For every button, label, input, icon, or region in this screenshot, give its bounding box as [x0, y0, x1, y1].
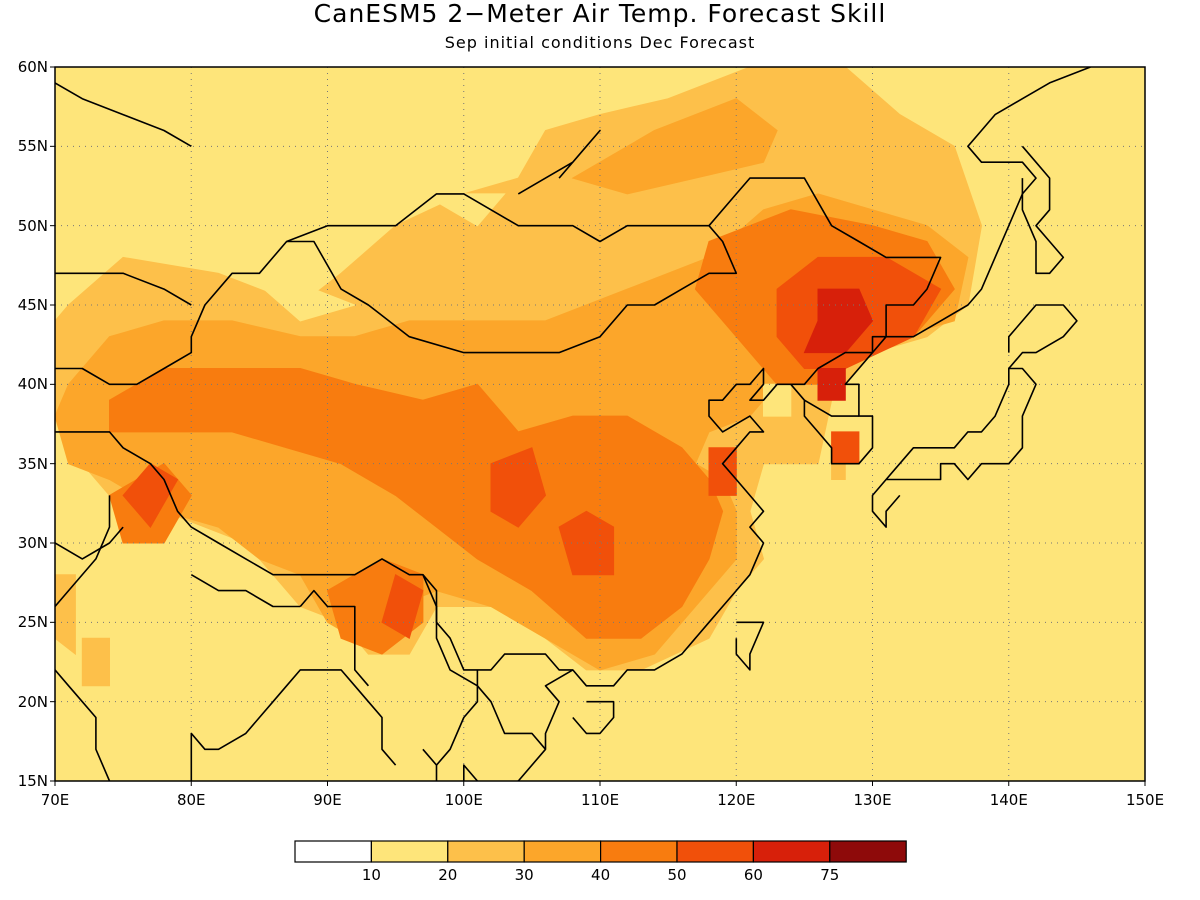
skill-region-2	[55, 574, 76, 656]
colorbar-swatch	[829, 840, 907, 863]
country-border	[55, 526, 124, 560]
coastline	[462, 764, 479, 781]
skill-region-15	[708, 447, 737, 496]
x-tick-label: 100E	[444, 791, 483, 809]
coastline	[55, 669, 111, 781]
colorbar-tick-label: 50	[667, 866, 687, 884]
skill-region-18	[817, 368, 846, 401]
skill-region-5	[571, 98, 778, 195]
skill-shading-layer	[55, 67, 1145, 781]
colorbar	[294, 840, 907, 863]
skill-region-10	[490, 447, 547, 528]
coastline-border-layer	[55, 67, 1091, 781]
skill-region-16	[831, 431, 860, 465]
y-tick-label: 30N	[17, 534, 48, 552]
colorbar-swatch	[523, 840, 602, 863]
colorbar-tick-label: 10	[361, 866, 381, 884]
colorbar-tick-label: 60	[743, 866, 763, 884]
coastline	[55, 82, 192, 147]
country-border	[516, 780, 520, 781]
axis-ticks	[50, 66, 1146, 786]
colorbar-swatch	[599, 840, 678, 863]
skill-region-3	[81, 637, 110, 687]
country-border	[286, 193, 709, 243]
country-border	[803, 399, 859, 417]
coastline	[517, 67, 1091, 781]
map-subtitle: Sep initial conditions Dec Forecast	[444, 33, 756, 52]
y-tick-label: 15N	[17, 772, 48, 790]
y-tick-label: 25N	[17, 613, 48, 632]
coastline	[190, 669, 397, 781]
skill-region-20	[245, 272, 357, 322]
coastline	[517, 129, 601, 195]
country-border	[190, 574, 301, 608]
skill-region-12	[381, 573, 424, 639]
y-tick-label: 40N	[17, 375, 48, 394]
y-tick-label: 35N	[17, 454, 48, 473]
colorbar-tick-label: 20	[438, 866, 458, 884]
graticule	[55, 67, 1145, 781]
colorbar-swatch	[447, 840, 525, 863]
country-border	[55, 177, 942, 386]
colorbar-tick-label: 40	[591, 866, 611, 884]
x-tick-label: 110E	[580, 791, 620, 809]
skill-region-19	[831, 463, 846, 480]
y-tick-label: 50N	[17, 216, 48, 235]
x-tick-label: 80E	[176, 791, 206, 809]
colorbar-swatch	[752, 840, 831, 863]
map-title: CanESM5 2−Meter Air Temp. Forecast Skill	[313, 0, 887, 28]
country-border	[55, 272, 192, 306]
colorbar-tick-label: 30	[514, 866, 534, 884]
coastline	[1007, 304, 1078, 370]
colorbar-swatch	[676, 840, 755, 863]
x-tick-label: 70E	[40, 791, 70, 809]
x-tick-label: 150E	[1125, 791, 1165, 809]
skill-region-6	[109, 368, 724, 639]
coastline	[871, 367, 1037, 528]
skill-region-11	[558, 510, 615, 576]
y-tick-label: 45N	[17, 296, 48, 314]
y-tick-label: 55N	[17, 137, 48, 156]
x-tick-label: 120E	[717, 791, 756, 809]
y-tick-label: 60N	[17, 58, 48, 76]
x-tick-label: 90E	[313, 791, 342, 809]
x-tick-label: 140E	[989, 791, 1028, 809]
x-tick-label: 130E	[853, 791, 892, 809]
country-border	[55, 495, 111, 608]
skill-region-22	[763, 383, 792, 417]
country-border	[435, 669, 479, 766]
colorbar-tick-label: 75	[820, 866, 840, 884]
country-border	[299, 589, 370, 687]
coastline	[1021, 145, 1065, 275]
coastline	[572, 700, 615, 735]
colorbar-swatch	[370, 840, 449, 863]
colorbar-swatch	[294, 840, 373, 863]
country-border	[55, 431, 573, 671]
coastline	[735, 621, 765, 671]
y-tick-label: 20N	[17, 692, 48, 711]
